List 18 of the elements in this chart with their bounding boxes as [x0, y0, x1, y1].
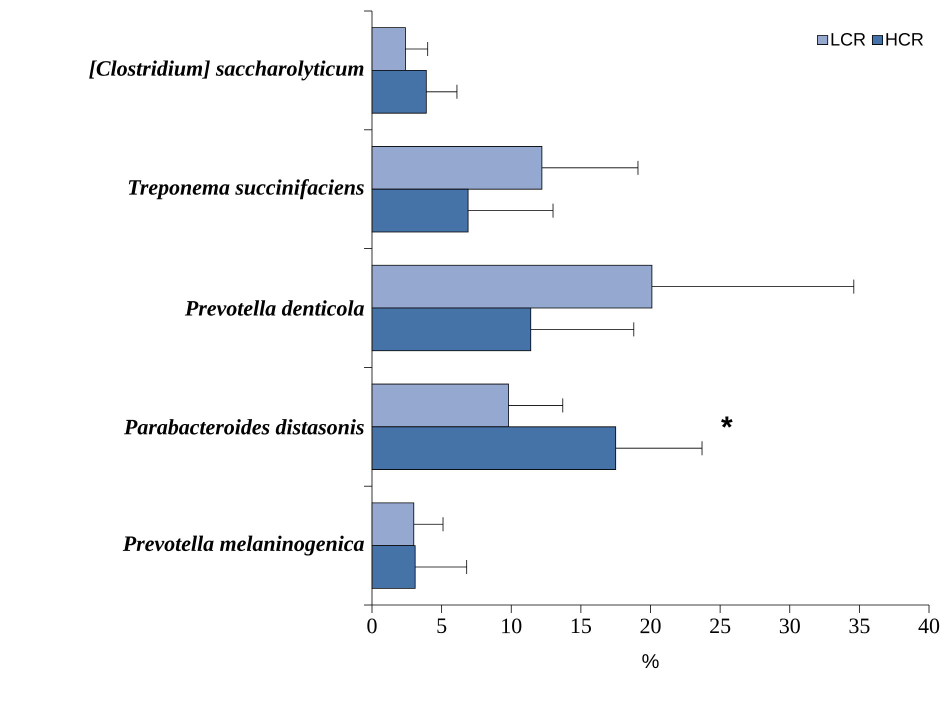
- legend-label: LCR: [832, 33, 866, 46]
- x-tick-label: 30: [780, 618, 800, 634]
- y-tick-label: Prevotella denticola: [184, 300, 364, 316]
- x-tick-label: 40: [918, 618, 940, 634]
- x-axis-title: %: [642, 654, 659, 668]
- y-tick-label: Prevotella melaninogenica: [122, 536, 364, 556]
- x-tick-label: 35: [849, 618, 870, 634]
- y-tick-label: [Clostridium] saccharolyticum: [89, 60, 364, 80]
- x-tick-label: 20: [640, 618, 661, 634]
- x-tick-label: 15: [572, 618, 591, 634]
- y-tick-label: Treponema succinifaciens: [128, 179, 364, 200]
- x-tick-label: 5: [437, 618, 446, 634]
- x-tick-label: 25: [710, 618, 730, 634]
- legend-label: HCR: [886, 33, 923, 46]
- x-tick-label: 10: [502, 618, 522, 634]
- x-tick-label: 0: [367, 618, 377, 634]
- y-tick-label: Parabacteroides distasonis: [124, 419, 364, 435]
- annotation: *: [721, 416, 733, 428]
